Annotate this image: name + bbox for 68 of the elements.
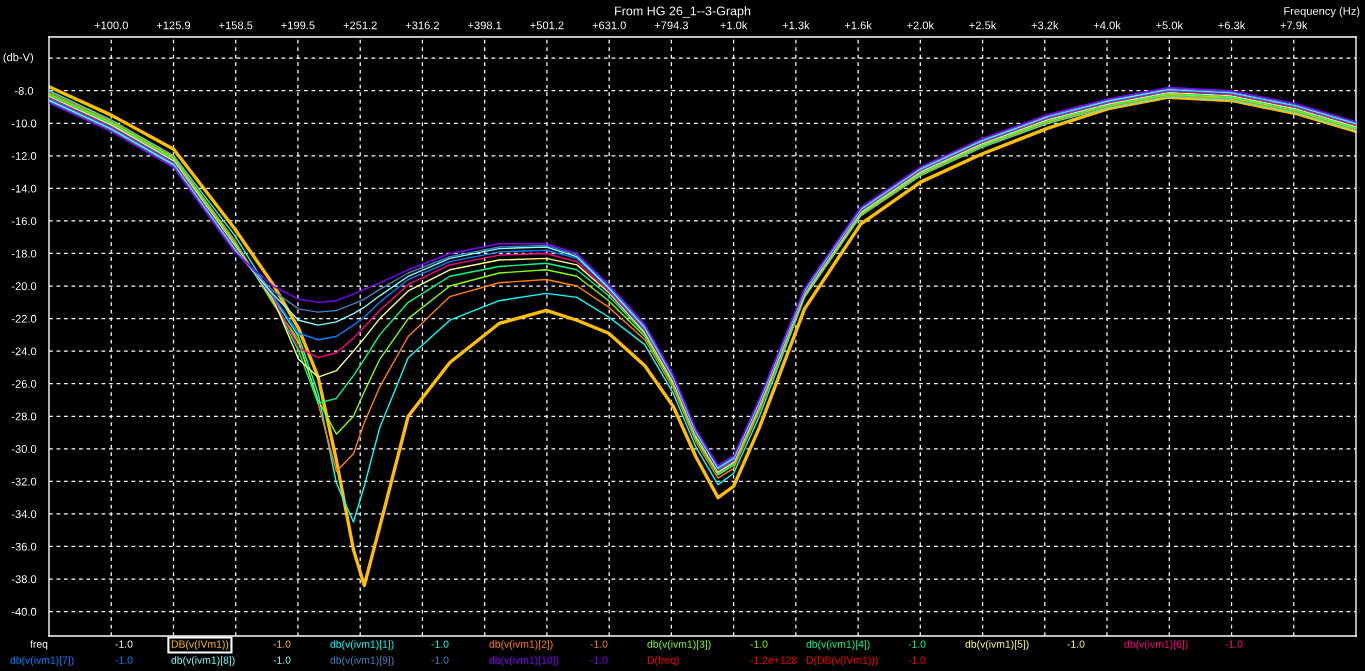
y-tick-label: -28.0	[11, 412, 37, 421]
y-tick-label: -24.0	[11, 347, 37, 356]
text: -1.0	[273, 656, 291, 664]
x-tick-label: +4.0k	[1093, 21, 1121, 30]
text: -1.0	[908, 656, 926, 664]
text: -1.0	[115, 640, 133, 648]
x-tick-label: +3.2k	[1031, 21, 1059, 30]
text: -1.2e+128	[750, 656, 797, 664]
text: D(freq)	[647, 656, 679, 666]
text: db(v(ivm1)[10])	[489, 656, 559, 666]
x-tick-label: +1.0k	[720, 21, 748, 30]
text: db(v(ivm1)[8])	[171, 656, 235, 666]
x-tick-label: +1.6k	[844, 21, 872, 30]
text: db(v(ivm1)[4])	[806, 640, 870, 650]
x-tick-label: +199.5	[281, 21, 315, 30]
text: -1.0	[1225, 640, 1243, 648]
y-tick-label: -16.0	[11, 217, 37, 226]
y-tick-label: -38.0	[11, 575, 37, 584]
y-tick-label: -36.0	[11, 542, 37, 551]
y-tick-label: -12.0	[11, 152, 37, 160]
x-tick-label: +1.3k	[782, 21, 810, 30]
text: -1.0	[431, 640, 449, 648]
chart-title: From HG 26_1--3-Graph	[615, 6, 751, 18]
text: freq	[30, 640, 48, 650]
text: db(v(ivm1)[9])	[330, 656, 394, 666]
y-tick-label: -8.0	[14, 86, 34, 95]
text: DB(v(IVm1))	[171, 640, 229, 650]
x-tick-label: +2.0k	[907, 21, 935, 30]
y-tick-label: -22.0	[11, 314, 37, 323]
text: -1.0	[431, 656, 449, 664]
y-tick-label: -32.0	[11, 477, 37, 486]
y-tick-label: -30.0	[11, 445, 37, 453]
x-tick-label: +100.0	[94, 21, 128, 30]
x-tick-label: +2.5k	[969, 21, 997, 30]
x-tick-label: +158.5	[219, 21, 253, 30]
text: db(v(ivm1)[7])	[10, 656, 74, 666]
x-tick-label: +6.3k	[1218, 21, 1246, 30]
y-tick-label: -10.0	[11, 119, 37, 128]
x-tick-label: +7.9k	[1280, 21, 1308, 30]
x-tick-label: +5.0k	[1156, 21, 1184, 30]
x-tick-label: +631.0	[592, 21, 626, 30]
x-tick-label: +501.2	[530, 21, 564, 30]
text: db(v(ivm1)[2])	[489, 640, 553, 650]
text: db(v(ivm1)[6])	[1124, 640, 1188, 650]
text: -1.0	[590, 640, 608, 648]
y-axis-title: (db-V)	[3, 52, 34, 64]
text: D(DB(v(IVm1)))	[806, 656, 878, 666]
x-tick-label: +398.1	[468, 21, 502, 30]
x-tick-label: +251.2	[343, 21, 377, 30]
y-tick-label: -20.0	[11, 282, 37, 291]
y-tick-label: -14.0	[11, 184, 37, 193]
y-tick-label: -34.0	[11, 510, 37, 519]
text: -1.0	[1067, 640, 1085, 648]
y-tick-label: -40.0	[11, 607, 37, 616]
x-tick-label: +125.9	[156, 21, 191, 30]
text: db(v(ivm1)[5])	[965, 640, 1029, 650]
text: -1.0	[273, 640, 291, 648]
text: -1.0	[750, 640, 768, 648]
text: -1.0	[908, 640, 926, 648]
text: db(v(ivm1)[3])	[647, 640, 711, 650]
x-tick-label: +794.3	[654, 21, 689, 30]
y-tick-label: -18.0	[11, 249, 37, 258]
text: -1.0	[115, 656, 133, 664]
x-tick-label: +316.2	[405, 21, 439, 30]
x-axis-title: Frequency (Hz)	[1284, 6, 1360, 18]
y-tick-label: -26.0	[11, 379, 37, 388]
text: -1.0	[590, 656, 608, 664]
text: db(v(ivm1)[1])	[330, 640, 394, 650]
